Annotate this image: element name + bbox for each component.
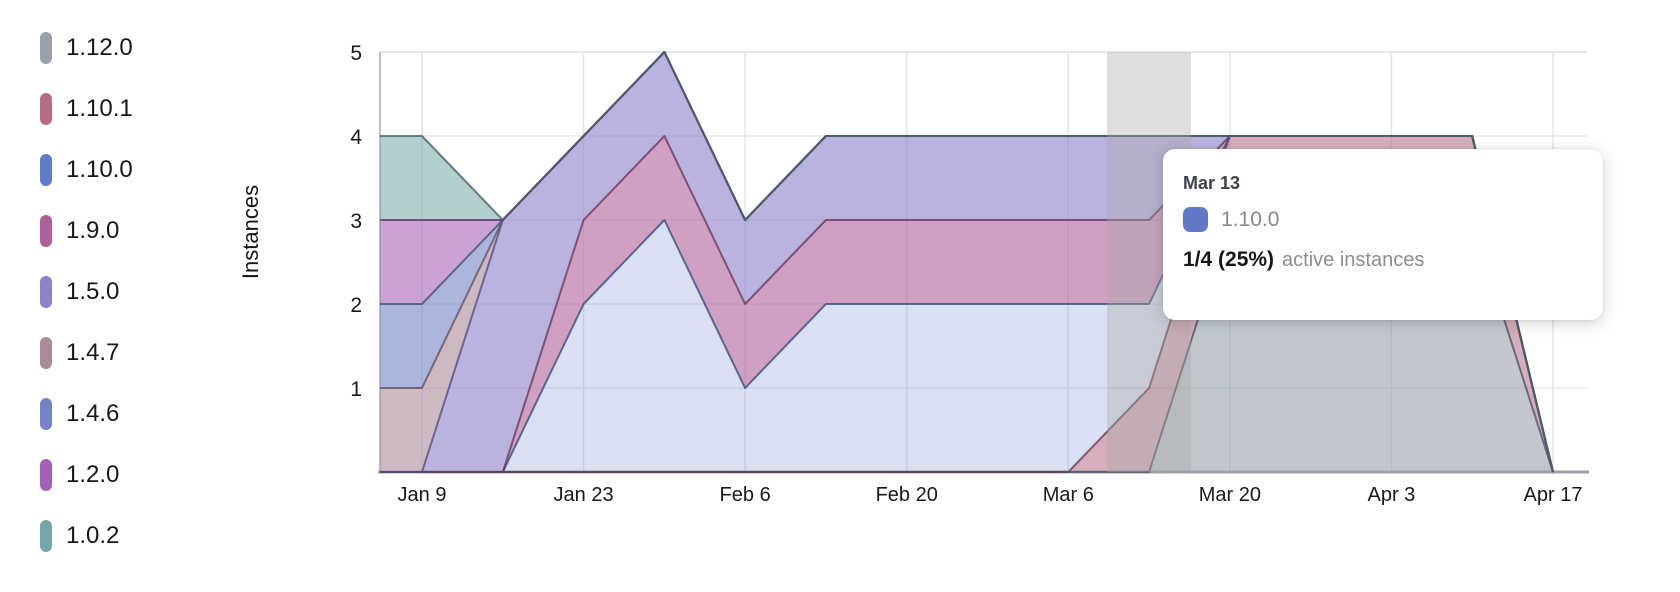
y-tick-label-3: 3 [350,210,362,233]
legend-item-1.10.0[interactable]: 1.10.0 [40,154,133,186]
legend-label: 1.4.7 [66,339,120,366]
legend-item-1.4.7[interactable]: 1.4.7 [40,337,133,369]
legend-swatch-1.10.0 [40,154,52,186]
tooltip-value: 1/4 (25%) [1183,248,1275,271]
x-tick-label-Jan 9: Jan 9 [398,484,447,506]
legend-label: 1.9.0 [66,217,120,244]
legend-item-1.10.1[interactable]: 1.10.1 [40,93,133,125]
y-axis-title: Instances [238,184,263,280]
legend-swatch-1.4.7 [40,337,52,369]
legend-swatch-1.9.0 [40,215,52,247]
y-tick-label-2: 2 [350,294,362,317]
x-tick-label-Feb 6: Feb 6 [720,484,771,506]
legend-label: 1.12.0 [66,34,133,61]
x-tick-label-Feb 20: Feb 20 [876,484,938,506]
tooltip-series-swatch [1183,207,1208,232]
legend-item-1.5.0[interactable]: 1.5.0 [40,276,133,308]
tooltip-value-row: 1/4 (25%) active instances [1183,249,1583,270]
x-tick-label-Jan 23: Jan 23 [554,484,614,506]
tooltip-series-row: 1.10.0 [1183,207,1583,232]
y-tick-label-1: 1 [350,378,362,401]
x-tick-label-Apr 17: Apr 17 [1524,484,1583,506]
legend-swatch-1.12.0 [40,32,52,64]
legend-item-1.4.6[interactable]: 1.4.6 [40,398,133,430]
x-tick-label-Mar 6: Mar 6 [1043,484,1094,506]
y-tick-label-4: 4 [350,126,362,149]
legend-label: 1.10.0 [66,156,133,183]
chart-tooltip: Mar 13 1.10.0 1/4 (25%) active instances [1163,149,1603,320]
legend-item-1.0.2[interactable]: 1.0.2 [40,520,133,552]
legend-swatch-1.10.1 [40,93,52,125]
legend-item-1.2.0[interactable]: 1.2.0 [40,459,133,491]
y-tick-label-5: 5 [350,42,362,65]
legend-swatch-1.2.0 [40,459,52,491]
x-tick-label-Apr 3: Apr 3 [1368,484,1416,506]
legend-swatch-1.5.0 [40,276,52,308]
series-lines-group [380,51,1554,473]
x-tick-label-Mar 20: Mar 20 [1199,484,1261,506]
legend-label: 1.0.2 [66,522,120,549]
tooltip-date: Mar 13 [1183,173,1241,193]
legend-item-1.12.0[interactable]: 1.12.0 [40,32,133,64]
chart-legend: 1.12.0 1.10.1 1.10.0 1.9.0 1.5.0 1.4.7 1.4.6 1.… [40,32,133,552]
tooltip-value-suffix: active instances [1282,249,1425,271]
tooltip-series-name: 1.10.0 [1221,208,1280,231]
legend-label: 1.10.1 [66,95,133,122]
legend-label: 1.4.6 [66,400,120,427]
legend-label: 1.5.0 [66,278,120,305]
legend-label: 1.2.0 [66,461,120,488]
legend-swatch-1.0.2 [40,520,52,552]
legend-item-1.9.0[interactable]: 1.9.0 [40,215,133,247]
line-1.0.2 [380,51,1554,473]
legend-swatch-1.4.6 [40,398,52,430]
